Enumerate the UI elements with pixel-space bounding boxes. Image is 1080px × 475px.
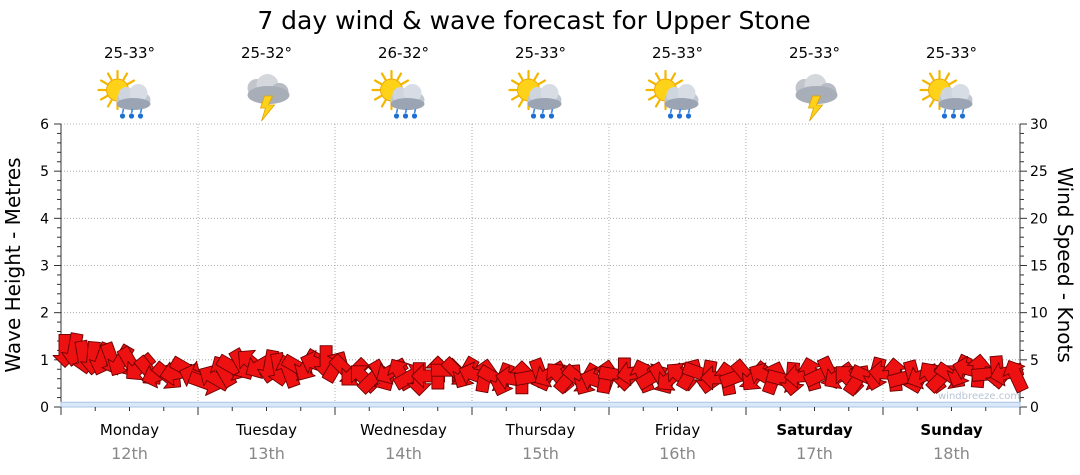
lightning-bolt-icon [807, 95, 824, 122]
thunderstorm-icon [247, 74, 290, 122]
cloud-icon [116, 84, 151, 110]
left-tick-label: 1 [40, 353, 49, 369]
storm-cloud-icon [247, 74, 290, 104]
day-date: 13th [248, 444, 285, 463]
right-tick-label: 20 [1030, 211, 1048, 227]
right-tick-label: 25 [1030, 164, 1048, 180]
lightning-bolt-icon [259, 95, 276, 122]
day-name: Saturday [776, 421, 853, 439]
left-tick-label: 6 [40, 117, 49, 133]
right-tick-label: 15 [1030, 259, 1048, 275]
sun-cloud-rain-icon [919, 69, 973, 119]
right-tick-label: 30 [1030, 117, 1048, 133]
day-date: 15th [522, 444, 559, 463]
thunderstorm-icon [795, 74, 838, 122]
sun-cloud-rain-icon [97, 69, 151, 119]
cloud-icon [527, 84, 562, 110]
rain-drops-icon [393, 108, 418, 119]
day-name: Wednesday [360, 421, 447, 439]
day-temperature: 25-33° [789, 44, 840, 62]
day-date: 14th [385, 444, 422, 463]
right-axis: 0 5 10 15 20 25 30 [1020, 117, 1048, 416]
day-temperature: 25-33° [104, 44, 155, 62]
chart-title: 7 day wind & wave forecast for Upper Sto… [257, 6, 810, 35]
day-name: Monday [100, 421, 159, 439]
day-temperature: 25-33° [515, 44, 566, 62]
watermark: windbreeze.com [938, 391, 1020, 402]
wind-arrow [1002, 360, 1029, 394]
storm-cloud-icon [795, 74, 838, 104]
day-temperature: 25-33° [926, 44, 977, 62]
left-axis: 0 1 2 3 4 5 6 [40, 117, 61, 416]
cloud-icon [390, 84, 425, 110]
wave-area [60, 401, 1021, 408]
day-temperature: 25-33° [652, 44, 703, 62]
x-axis-days: Monday 12th Tuesday 13th Wednesday 14th Thursd… [60, 407, 1021, 463]
right-tick-label: 5 [1030, 353, 1039, 369]
y-right-label: Wind Speed - Knots [1053, 167, 1077, 363]
rain-drops-icon [941, 108, 966, 119]
day-name: Thursday [505, 421, 576, 439]
right-tick-label: 10 [1030, 306, 1048, 322]
rain-drops-icon [530, 108, 555, 119]
sun-cloud-rain-icon [645, 69, 699, 119]
day-temperature: 26-32° [378, 44, 429, 62]
wind-series [52, 332, 1029, 397]
right-tick-label: 0 [1030, 400, 1039, 416]
left-tick-label: 3 [40, 259, 49, 275]
day-date: 12th [111, 444, 148, 463]
day-date: 16th [659, 444, 696, 463]
day-name: Sunday [920, 421, 983, 439]
day-name: Tuesday [235, 421, 297, 439]
rain-drops-icon [119, 108, 144, 119]
wave-series [60, 401, 1021, 408]
day-header-group: 25-33° 25-32° 26-32° 25-33° 25-33° 25-33° 25-3… [97, 44, 977, 122]
cloud-icon [938, 84, 973, 110]
cloud-icon [664, 84, 699, 110]
sun-cloud-rain-icon [371, 69, 425, 119]
day-temperature: 25-32° [241, 44, 292, 62]
rain-drops-icon [667, 108, 692, 119]
left-tick-label: 2 [40, 306, 49, 322]
day-date: 17th [796, 444, 833, 463]
left-tick-label: 4 [40, 211, 49, 227]
y-left-label: Wave Height - Metres [1, 157, 25, 372]
sun-cloud-rain-icon [508, 69, 562, 119]
day-name: Friday [655, 421, 701, 439]
left-tick-label: 0 [40, 400, 49, 416]
left-tick-label: 5 [40, 164, 49, 180]
day-date: 18th [933, 444, 970, 463]
